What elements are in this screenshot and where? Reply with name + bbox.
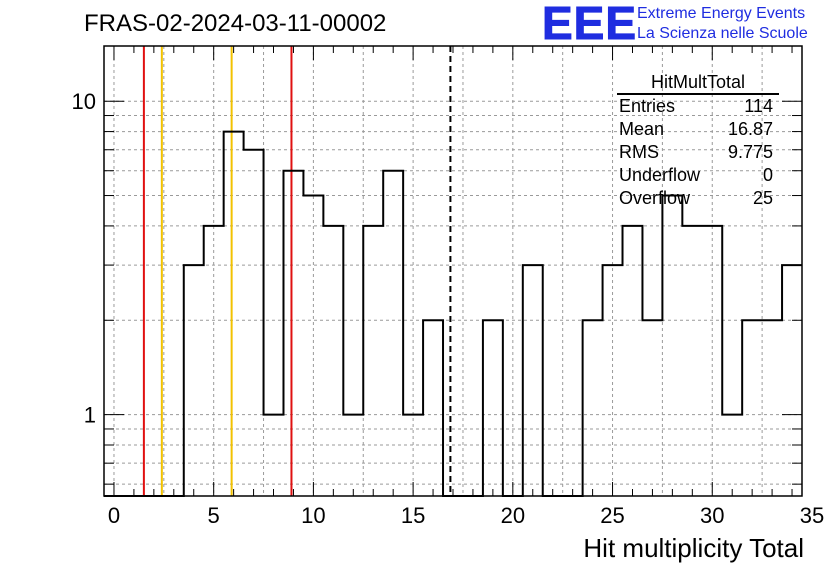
- x-axis-label: Hit multiplicity Total: [583, 533, 804, 563]
- stats-value: 25: [752, 188, 773, 208]
- stats-title: HitMultTotal: [617, 72, 779, 95]
- stats-label: Overflow: [619, 188, 691, 208]
- y-tick-label: 10: [72, 89, 96, 114]
- x-tick-label: 25: [600, 503, 624, 528]
- chart-title: FRAS-02-2024-03-11-00002: [84, 10, 387, 37]
- stats-value: 16.87: [727, 119, 773, 139]
- eee-logo-icon: EEE: [541, 0, 638, 49]
- stats-value: 114: [744, 96, 773, 116]
- x-tick-label: 30: [700, 503, 724, 528]
- logo-line-1: Extreme Energy Events: [637, 5, 806, 22]
- x-tick-label: 35: [800, 503, 824, 528]
- x-tick-label: 5: [208, 503, 220, 528]
- stats-row-entries: Entries 114: [613, 95, 779, 118]
- stats-label: Underflow: [619, 165, 701, 185]
- stats-row-rms: RMS 9.775: [613, 141, 779, 164]
- x-tick-label: 20: [501, 503, 525, 528]
- stats-label: Mean: [619, 119, 665, 139]
- stats-row-mean: Mean 16.87: [613, 118, 779, 141]
- stats-label: RMS: [619, 142, 659, 162]
- stats-row-overflow: Overflow 25: [613, 187, 779, 210]
- x-tick-label: 15: [401, 503, 425, 528]
- stats-box: HitMultTotal Entries 114 Mean 16.87 RMS …: [613, 72, 779, 210]
- stats-value: 9.775: [727, 142, 773, 162]
- stats-label: Entries: [619, 96, 676, 116]
- x-tick-label: 0: [108, 503, 120, 528]
- stats-row-underflow: Underflow 0: [613, 164, 779, 187]
- stats-value: 0: [762, 165, 773, 185]
- logo-caption: Extreme Energy Events La Scienza nelle S…: [637, 4, 808, 44]
- logo-line-2: La Scienza nelle Scuole: [637, 25, 808, 42]
- x-tick-label: 10: [301, 503, 325, 528]
- y-tick-label: 1: [84, 403, 96, 428]
